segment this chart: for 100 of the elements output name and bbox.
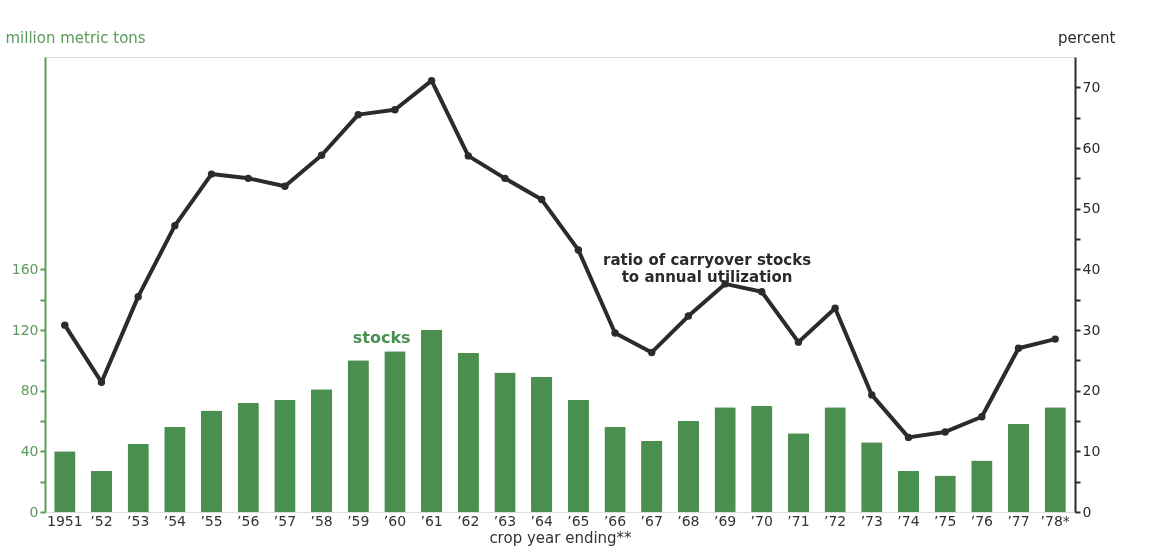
bar (787, 433, 810, 512)
point (501, 174, 509, 183)
y-tick-label: 80 (20, 382, 39, 399)
x-tick-label: 1951 (46, 512, 83, 529)
point (611, 329, 619, 337)
y2-tick-label: 40 (1082, 260, 1101, 277)
x-tick-label: ’73 (860, 512, 883, 529)
bar (457, 352, 479, 512)
point (537, 195, 546, 204)
y2-tick-label: 30 (1082, 321, 1101, 338)
y2-axis-title: percent (1058, 28, 1116, 47)
x-tick-label: ’62 (457, 512, 480, 529)
bar (971, 460, 993, 512)
y-axis-title: million metric tons (5, 28, 146, 47)
x-tick-label: ’76 (970, 512, 994, 529)
x-tick-label: ’55 (200, 512, 223, 529)
x-tick-label: ’63 (493, 512, 517, 529)
x-tick-label: ’71 (787, 512, 810, 529)
series-label: stocks (352, 328, 411, 347)
y2-tick-label: 20 (1082, 382, 1101, 399)
x-tick-label: ’60 (383, 512, 407, 529)
bar (934, 475, 956, 512)
x-tick-label: ’68 (677, 512, 700, 529)
y2-tick-label: 0 (1082, 503, 1092, 520)
point (904, 433, 913, 442)
x-tick-label: ’74 (897, 512, 920, 529)
y2-tick-label: 50 (1082, 200, 1101, 217)
point (317, 151, 326, 159)
point (1014, 344, 1023, 352)
point (61, 321, 69, 329)
bar (677, 421, 700, 512)
point (868, 391, 876, 399)
x-tick-label: ’54 (163, 512, 187, 529)
bar (420, 330, 443, 512)
y-tick-label: 120 (11, 321, 39, 338)
bar (310, 389, 333, 512)
x-axis-title: crop year ending** (489, 528, 633, 547)
x-tick-label: ’70 (750, 512, 773, 529)
point (281, 182, 289, 190)
x-tick-label: ’56 (237, 512, 260, 529)
bar (1044, 407, 1066, 512)
point (574, 246, 583, 254)
x-tick-label: ’78* (1040, 512, 1070, 529)
point (647, 348, 656, 357)
x-tick-label: ’58 (310, 512, 333, 529)
point (427, 76, 436, 85)
bar (751, 405, 773, 512)
bar (861, 442, 883, 512)
point (464, 152, 473, 160)
x-tick-label: ’64 (530, 512, 553, 529)
point (831, 304, 839, 312)
x-tick-label: ’77 (1007, 512, 1030, 529)
bar (274, 399, 296, 512)
x-tick-label: ’72 (823, 512, 847, 529)
point (758, 288, 766, 296)
bar (200, 410, 223, 512)
bar (567, 399, 589, 512)
y-tick-label: 0 (29, 503, 39, 520)
bar (824, 407, 846, 512)
bar (604, 427, 626, 512)
x-tick-label: ’52 (90, 512, 113, 529)
y-tick-label: 40 (20, 442, 39, 459)
point (794, 338, 803, 346)
bar (90, 471, 113, 512)
x-tick-label: ’59 (347, 512, 370, 529)
series-label: ratio of carryover stocks to annual utilization (603, 250, 812, 286)
bar (54, 451, 76, 512)
bar (897, 471, 920, 512)
point (684, 312, 693, 320)
x-tick-label: ’61 (420, 512, 443, 529)
bar (384, 351, 406, 512)
point (1051, 335, 1059, 343)
bar (237, 402, 259, 512)
x-tick-label: ’57 (273, 512, 297, 529)
point (978, 413, 986, 421)
bar (494, 372, 516, 512)
y2-tick-label: 60 (1082, 139, 1101, 156)
y2-tick-label: 10 (1082, 442, 1101, 459)
point (207, 170, 216, 178)
point (134, 292, 142, 301)
y-tick-label: 160 (11, 260, 39, 277)
bar (641, 440, 663, 512)
point (171, 221, 179, 230)
x-tick-label: ’66 (603, 512, 627, 529)
bar (1007, 424, 1030, 512)
point (941, 428, 949, 436)
x-tick-label: ’65 (567, 512, 590, 529)
bar (531, 377, 553, 512)
y2-tick-label: 70 (1082, 78, 1101, 95)
bar (127, 443, 149, 512)
point (354, 110, 362, 119)
x-tick-label: ’69 (713, 512, 737, 529)
point (97, 378, 106, 386)
point (244, 174, 252, 183)
point (391, 106, 399, 114)
bar (164, 427, 186, 512)
x-tick-label: ’75 (934, 512, 957, 529)
bar (347, 360, 369, 512)
bar (714, 407, 736, 512)
x-tick-label: ’53 (127, 512, 150, 529)
